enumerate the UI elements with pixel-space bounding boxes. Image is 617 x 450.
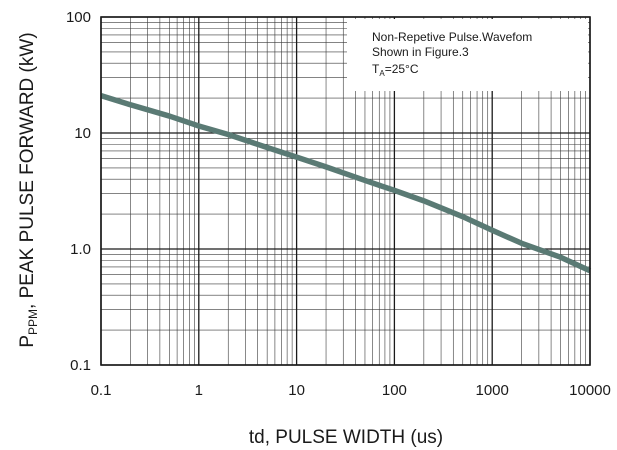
grid-minor [101, 17, 590, 365]
x-tick-label: 10 [288, 382, 305, 399]
y-tick-label: 0.1 [70, 357, 91, 374]
annotation-temp-value: =25°C [385, 62, 419, 76]
annotation-line-3: TA=25°C [372, 62, 419, 78]
annotation-line-2: Shown in Figure.3 [372, 45, 469, 59]
annotation-line-1: Non-Repetive Pulse.Wavefom [372, 30, 532, 44]
data-point [492, 230, 493, 231]
x-tick-labels: 0.1 1 10 100 1000 10000 [91, 382, 611, 399]
y-tick-labels: 0.1 1.0 10 100 [66, 9, 91, 374]
x-axis-title: td, PULSE WIDTH (us) [249, 427, 443, 448]
data-point [198, 125, 199, 126]
series-layer [100, 92, 592, 274]
data-point [364, 180, 365, 181]
y-tick-label: 1.0 [70, 241, 91, 258]
plot-frame [100, 16, 591, 366]
data-point [560, 257, 561, 258]
data-point [130, 104, 131, 105]
data-point [521, 243, 522, 244]
y-axis-title-subscript: PPM [26, 309, 40, 335]
series-line [100, 92, 592, 274]
data-point [462, 216, 463, 217]
y-tick-label: 10 [74, 125, 91, 142]
data-point [394, 190, 395, 191]
data-point [296, 157, 297, 158]
y-axis-title-symbol: P [17, 335, 38, 348]
x-tick-label: 100 [382, 382, 407, 399]
data-point [326, 166, 327, 167]
y-axis-title: PPPM, PEAK PULSE FORWARD (kW) [17, 32, 40, 347]
legend-box [347, 19, 588, 91]
x-tick-label: 0.1 [91, 382, 112, 399]
data-point [267, 147, 268, 148]
y-axis-title-text: , PEAK PULSE FORWARD (kW) [17, 32, 38, 309]
data-point [228, 134, 229, 135]
data-point [169, 116, 170, 117]
data-point [423, 200, 424, 201]
x-tick-label: 1 [195, 382, 203, 399]
x-tick-label: 10000 [569, 382, 611, 399]
x-tick-label: 1000 [476, 382, 509, 399]
annotation-temp-symbol: T [372, 62, 380, 76]
annotation-temp-subscript: A [379, 69, 385, 78]
y-tick-label: 100 [66, 9, 91, 26]
